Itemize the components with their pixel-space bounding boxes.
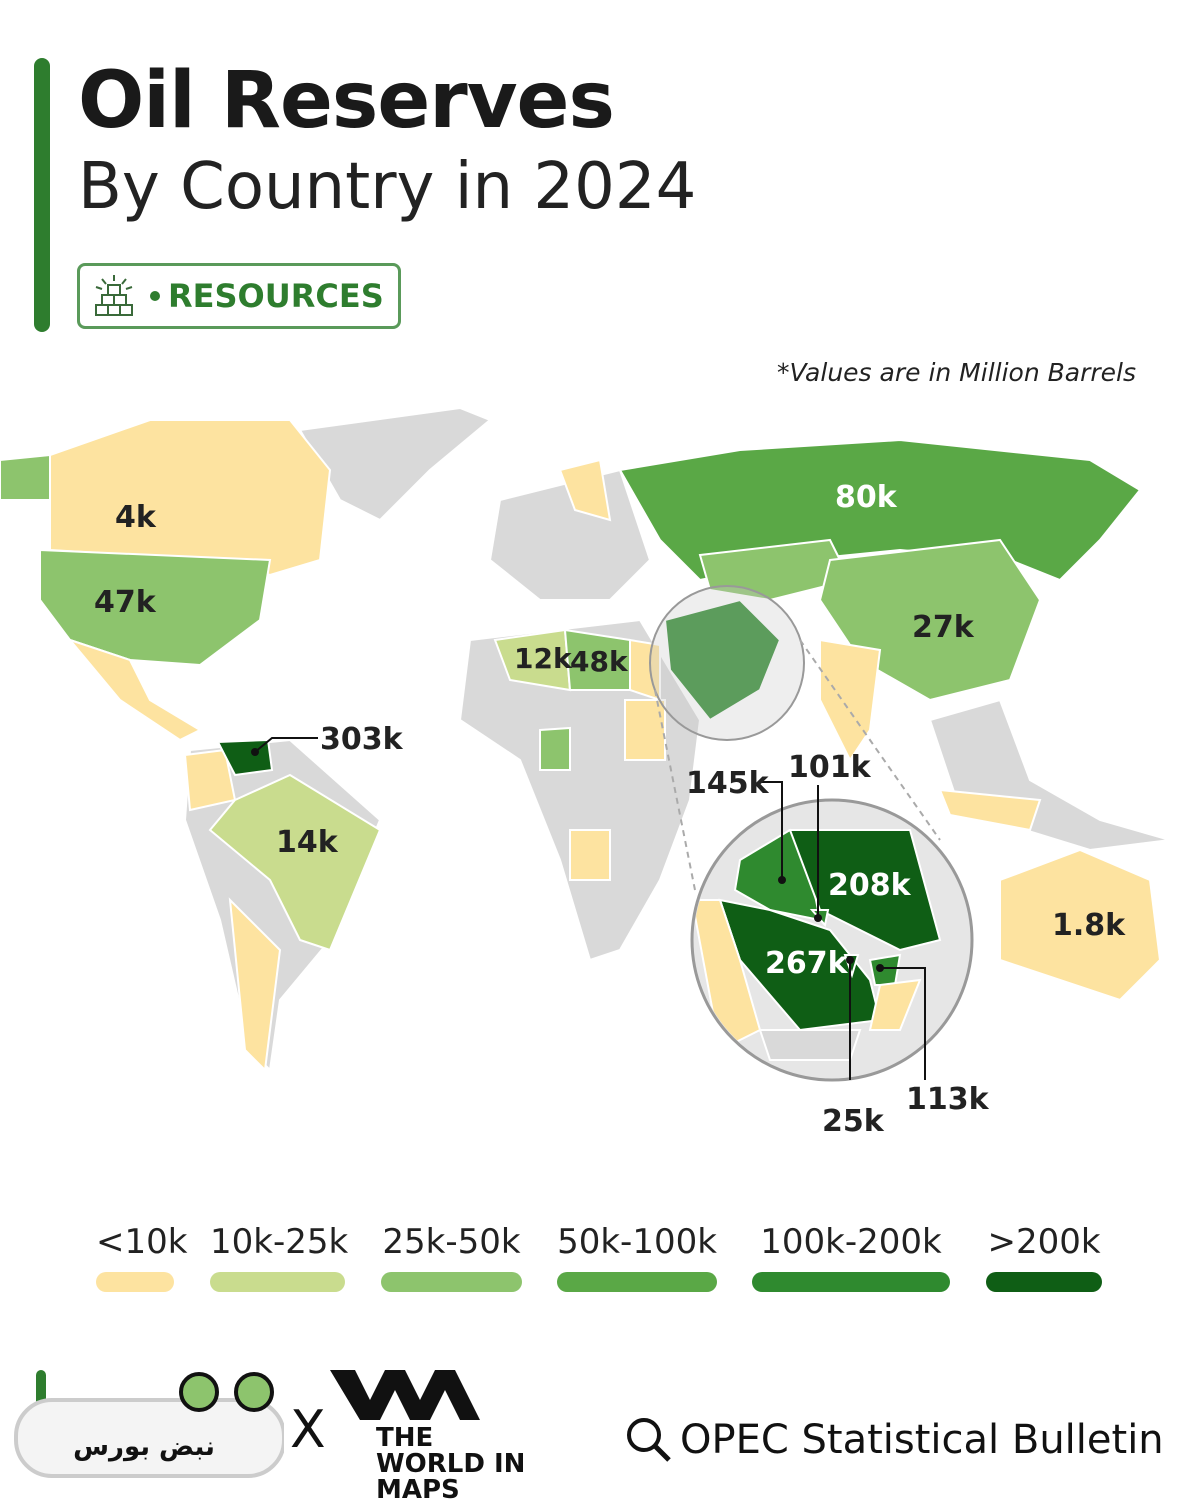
region-angola: [569, 829, 611, 881]
legend-swatch: [752, 1272, 950, 1292]
region-uae: [868, 953, 902, 986]
legend-item: 25k-50k: [381, 1222, 522, 1292]
accent-bar: [34, 58, 50, 332]
region-oman: [868, 978, 922, 1031]
region-sudan: [624, 699, 666, 761]
label-australia: 1.8k: [1052, 908, 1126, 943]
region-india: [819, 638, 882, 762]
region-usa: [39, 548, 272, 667]
region-mexico: [66, 637, 203, 742]
svg-text:نبض بورس: نبض بورس: [73, 1432, 215, 1462]
region-se-asia: [928, 698, 1171, 852]
nabz-bourse-logo: نبض بورس: [14, 1370, 284, 1478]
legend-item: <10k: [96, 1222, 187, 1292]
label-iraq: 145k: [686, 766, 769, 801]
region-nigeria: [539, 726, 571, 771]
legend-swatch: [381, 1272, 522, 1292]
world-map: [0, 406, 1171, 1082]
middle-east-inset: [690, 798, 974, 1082]
legend-swatch: [210, 1272, 345, 1292]
category-badge: RESOURCES: [77, 263, 401, 329]
legend-item: 100k-200k: [752, 1222, 950, 1292]
label-venezuela: 303k: [320, 722, 403, 757]
region-yemen: [758, 1029, 862, 1061]
region-greenland: [298, 406, 492, 522]
label-china: 27k: [912, 610, 974, 645]
source: OPEC Statistical Bulletin: [624, 1415, 1164, 1465]
region-indonesia: [938, 788, 1042, 832]
gold-bars-icon: [95, 275, 133, 316]
legend-swatch: [96, 1272, 174, 1292]
label-algeria: 12k: [514, 642, 572, 675]
zoom-source-circle: [649, 585, 805, 741]
label-usa: 47k: [94, 585, 156, 620]
world-in-maps-logo-text: THE WORLD IN MAPS: [376, 1423, 526, 1500]
region-argentina: [228, 897, 282, 1073]
label-qatar: 25k: [822, 1104, 884, 1139]
world-in-maps-logo-mark: [330, 1370, 480, 1420]
page-title: Oil Reserves: [78, 56, 615, 146]
label-kuwait: 101k: [788, 750, 871, 785]
label-canada: 4k: [115, 500, 156, 535]
label-russia: 80k: [835, 480, 897, 515]
region-middle-east: [663, 598, 782, 722]
label-iran: 208k: [828, 868, 911, 903]
label-brazil: 14k: [276, 825, 338, 860]
label-uae: 113k: [906, 1082, 989, 1117]
legend-item: >200k: [986, 1222, 1102, 1292]
separator: X: [290, 1400, 326, 1460]
badge-label: RESOURCES: [168, 277, 384, 315]
label-saudi-arabia: 267k: [765, 946, 848, 981]
region-norway: [558, 458, 612, 522]
region-brazil: [208, 773, 382, 952]
page-subtitle: By Country in 2024: [78, 150, 697, 224]
badge-dot: [150, 291, 160, 301]
source-text: OPEC Statistical Bulletin: [680, 1417, 1164, 1463]
region-russia: [618, 438, 1142, 582]
legend-item: 50k-100k: [557, 1222, 717, 1292]
legend-swatch: [557, 1272, 717, 1292]
region-saudi-arabia: [718, 898, 882, 1032]
search-icon: [627, 1418, 671, 1462]
region-kazakhstan: [698, 538, 852, 602]
label-libya: 48k: [570, 645, 628, 678]
legend-item: 10k-25k: [210, 1222, 348, 1292]
region-australia: [999, 848, 1162, 1002]
legend-swatch: [986, 1272, 1102, 1292]
units-note: *Values are in Million Barrels: [777, 358, 1136, 387]
